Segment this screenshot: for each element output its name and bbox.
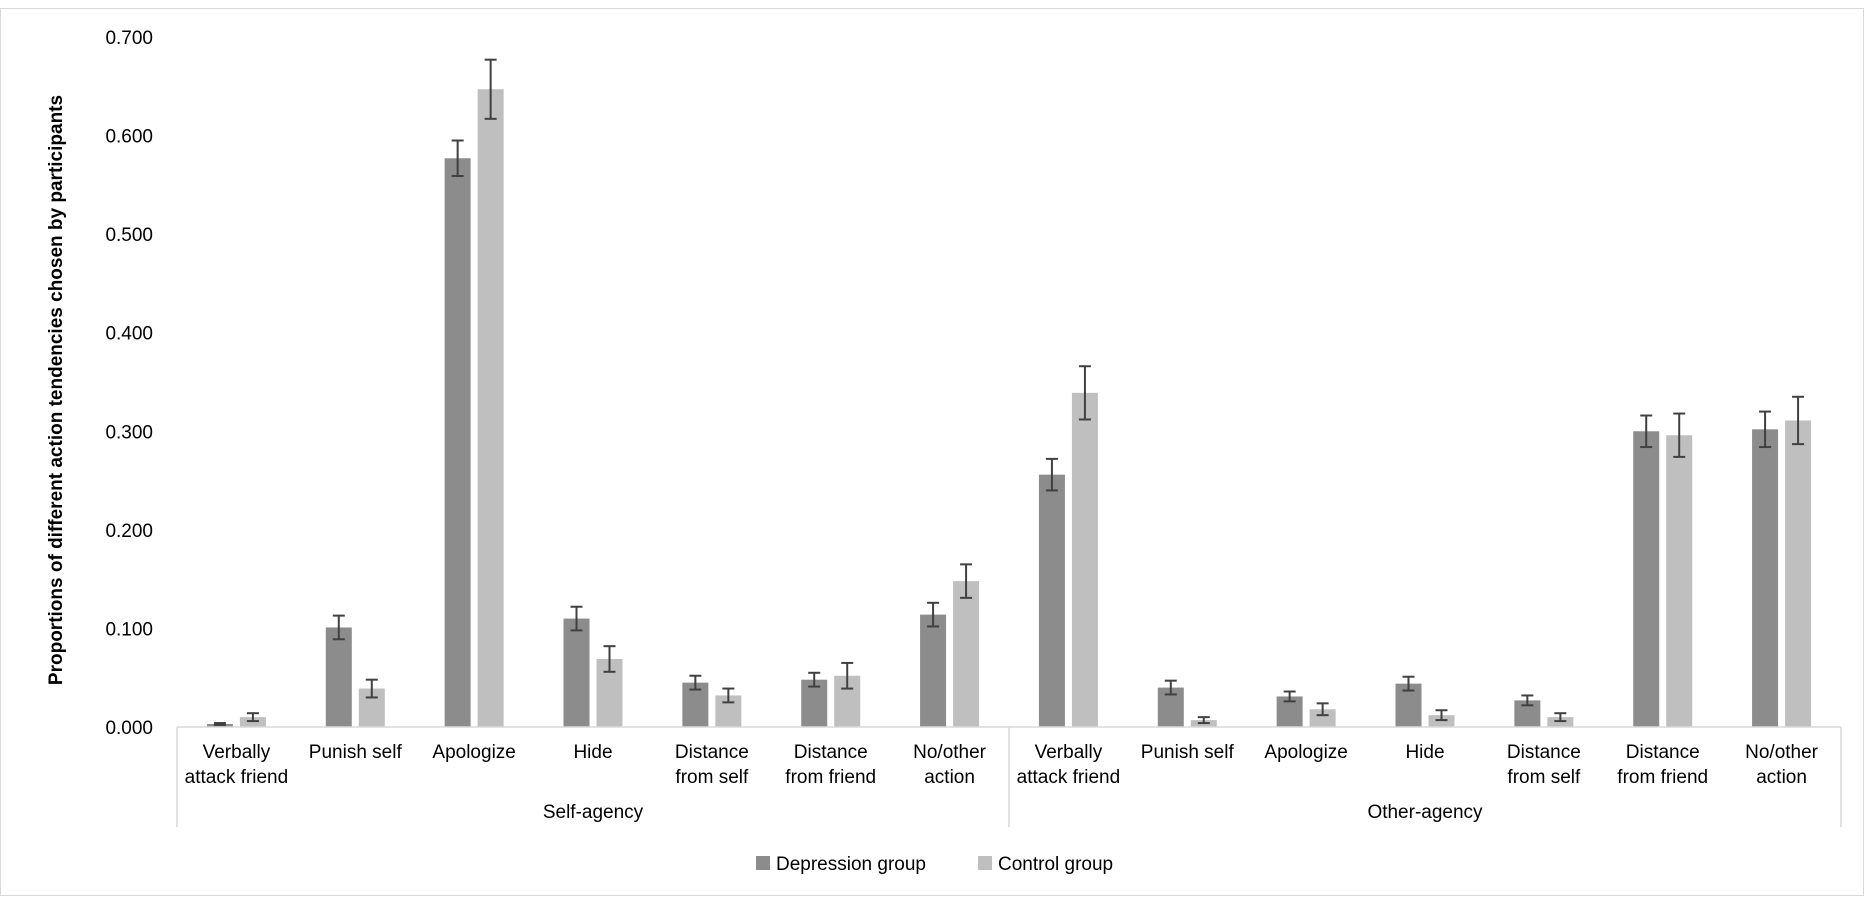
x-tick-label: No/other action bbox=[913, 742, 987, 788]
y-tick-label: 0.400 bbox=[105, 324, 153, 345]
bar bbox=[1071, 392, 1098, 727]
x-tick-label: Verbally attack friend bbox=[1017, 742, 1121, 788]
bar bbox=[953, 581, 980, 727]
bar bbox=[563, 618, 590, 727]
legend-label: Depression group bbox=[776, 854, 926, 875]
bar bbox=[1633, 431, 1660, 727]
y-tick-label: 0.500 bbox=[105, 225, 153, 246]
y-tick-label: 0.200 bbox=[105, 521, 153, 542]
x-tick-label: Hide bbox=[573, 742, 612, 763]
legend-swatch bbox=[756, 856, 770, 870]
y-axis-ticks: 0.000 0.100 0.200 0.300 0.400 0.500 0.600 0.700 bbox=[105, 28, 153, 739]
y-tick-label: 0.600 bbox=[105, 127, 153, 148]
y-axis-title: Proportions of different action tendenci… bbox=[46, 95, 67, 685]
x-tick-label: Distance from friend bbox=[1617, 742, 1708, 788]
error-bars-layer bbox=[213, 58, 1805, 727]
y-tick-label: 0.300 bbox=[105, 422, 153, 443]
x-tick-label: Verbally attack friend bbox=[185, 742, 289, 788]
x-tick-label: No/other action bbox=[1745, 742, 1819, 788]
bars-layer bbox=[206, 89, 1812, 727]
x-tick-label: Punish self bbox=[1141, 742, 1235, 763]
x-axis bbox=[176, 726, 1842, 827]
bar bbox=[1785, 420, 1812, 727]
x-tick-label: Apologize bbox=[432, 742, 515, 763]
y-tick-label: 0.700 bbox=[105, 28, 153, 49]
bar bbox=[1309, 709, 1336, 727]
x-tick-label: Distance from self bbox=[675, 742, 749, 788]
chart-frame bbox=[0, 8, 1864, 896]
x-tick-label: Punish self bbox=[309, 742, 403, 763]
bar bbox=[1752, 429, 1779, 727]
bar bbox=[1038, 474, 1065, 727]
bar bbox=[1666, 435, 1693, 727]
x-tick-label: Distance from friend bbox=[785, 742, 876, 788]
legend: Depression group Control group bbox=[756, 854, 1113, 875]
legend-label: Control group bbox=[998, 854, 1113, 875]
group-label: Self-agency bbox=[543, 802, 644, 823]
x-tick-label: Hide bbox=[1405, 742, 1444, 763]
x-tick-label: Apologize bbox=[1264, 742, 1347, 763]
group-labels: Self-agency Other-agency bbox=[543, 802, 1483, 823]
bar bbox=[444, 158, 471, 727]
y-tick-label: 0.100 bbox=[105, 619, 153, 640]
group-label: Other-agency bbox=[1367, 802, 1483, 823]
bar bbox=[325, 627, 352, 727]
bar bbox=[920, 614, 947, 727]
y-tick-label: 0.000 bbox=[105, 718, 153, 739]
legend-swatch bbox=[978, 856, 992, 870]
x-tick-label: Distance from self bbox=[1507, 742, 1581, 788]
bar bbox=[477, 89, 504, 727]
x-axis-labels: Verbally attack friend Punish self Apologiz… bbox=[185, 742, 1819, 788]
